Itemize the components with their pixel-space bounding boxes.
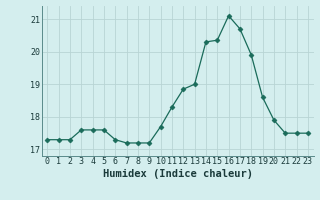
X-axis label: Humidex (Indice chaleur): Humidex (Indice chaleur) xyxy=(103,169,252,179)
